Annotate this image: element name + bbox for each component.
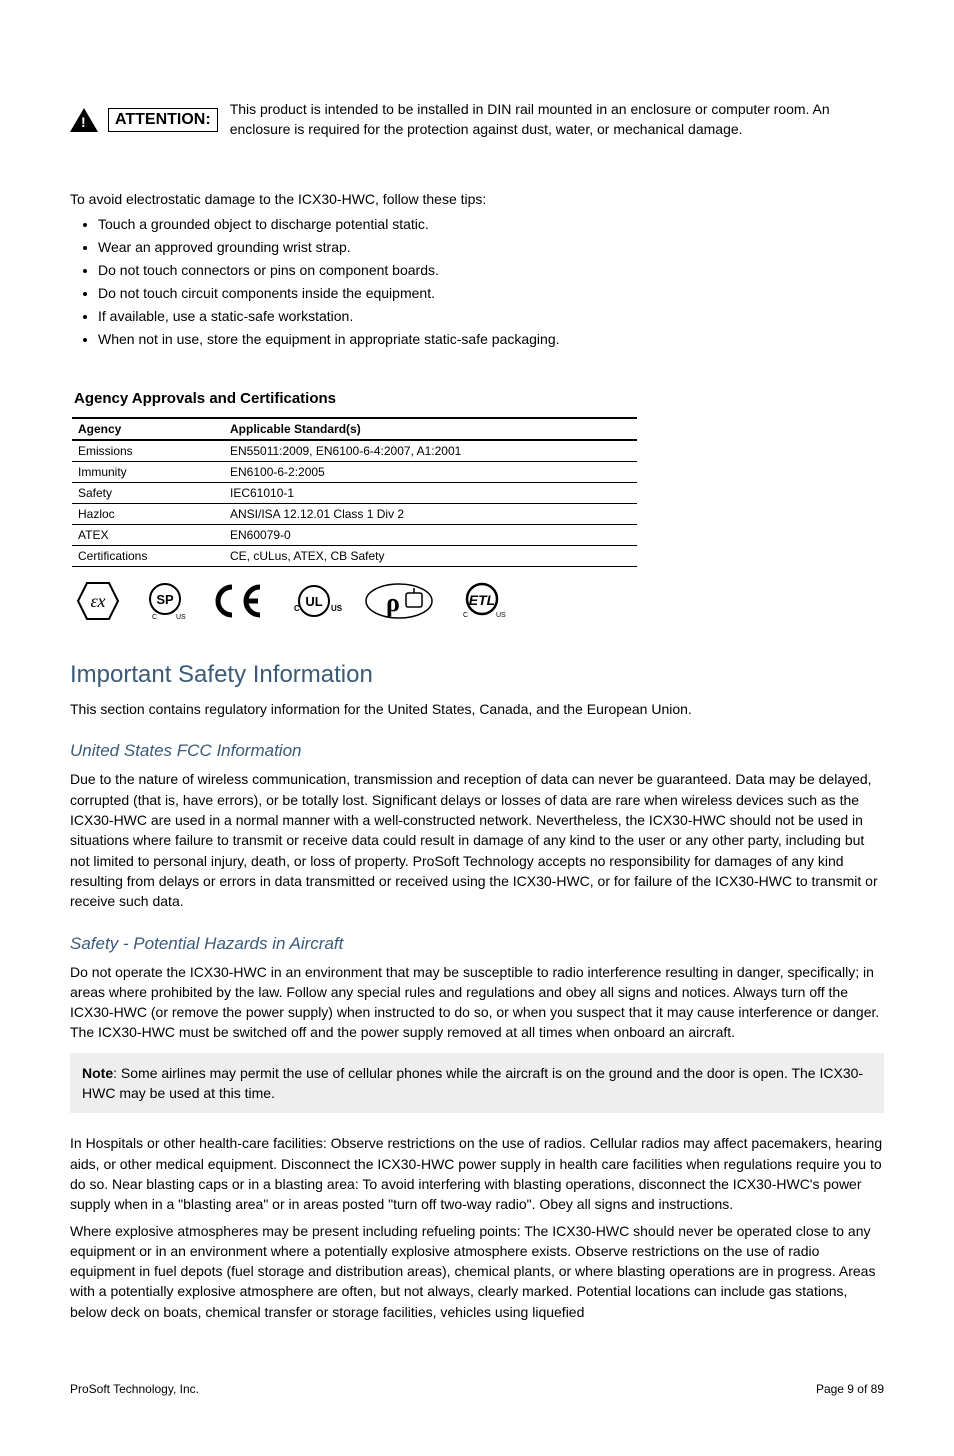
safety-intro: This section contains regulatory informa… <box>70 699 884 719</box>
svg-text:US: US <box>496 612 506 619</box>
table-row: EmissionsEN55011:2009, EN6100-6-4:2007, … <box>72 440 637 462</box>
aircraft-heading: Safety - Potential Hazards in Aircraft <box>70 934 884 954</box>
ul-icon: UL C US <box>284 581 344 621</box>
fcc-para: Due to the nature of wireless communicat… <box>70 769 884 911</box>
attention-label: ATTENTION: <box>108 108 218 132</box>
list-item: Do not touch circuit components inside t… <box>98 283 884 304</box>
table-row: SafetyIEC61010-1 <box>72 483 637 504</box>
tips-list: Touch a grounded object to discharge pot… <box>70 214 884 350</box>
sp-icon: SP C US <box>140 581 190 621</box>
hospital-para-2: Where explosive atmospheres may be prese… <box>70 1221 884 1322</box>
safety-heading: Important Safety Information <box>70 661 884 689</box>
list-item: Wear an approved grounding wrist strap. <box>98 237 884 258</box>
table-row: ImmunityEN6100-6-2:2005 <box>72 462 637 483</box>
attention-block: ATTENTION: This product is intended to b… <box>70 100 884 139</box>
attention-text: This product is intended to be installed… <box>230 100 884 139</box>
svg-text:C: C <box>152 614 157 621</box>
list-item: Touch a grounded object to discharge pot… <box>98 214 884 235</box>
table-row: ATEXEN60079-0 <box>72 525 637 546</box>
warning-icon <box>70 108 98 132</box>
page-footer: ProSoft Technology, Inc. Page 9 of 89 <box>70 1382 884 1396</box>
certification-logos: εx SP C US UL C US ρ <box>76 581 884 621</box>
svg-text:ρ: ρ <box>386 588 400 617</box>
ce-icon <box>210 581 264 621</box>
aircraft-para: Do not operate the ICX30-HWC in an envir… <box>70 962 884 1043</box>
svg-text:C: C <box>294 604 300 613</box>
cert-section-title: Agency Approvals and Certifications <box>74 390 884 407</box>
svg-text:US: US <box>331 604 343 613</box>
table-row: CertificationsCE, cULus, ATEX, CB Safety <box>72 546 637 567</box>
svg-text:ETL: ETL <box>469 592 495 608</box>
list-item: Do not touch connectors or pins on compo… <box>98 260 884 281</box>
footer-right: Page 9 of 89 <box>816 1382 884 1396</box>
svg-text:SP: SP <box>156 592 174 607</box>
table-row: HazlocANSI/ISA 12.12.01 Class 1 Div 2 <box>72 504 637 525</box>
table-header: Applicable Standard(s) <box>224 418 637 440</box>
table-header: Agency <box>72 418 224 440</box>
ex-icon: εx <box>76 581 120 621</box>
svg-text:εx: εx <box>90 591 105 611</box>
note-box: Note: Some airlines may permit the use o… <box>70 1053 884 1114</box>
note-label: Note <box>82 1065 113 1081</box>
ptcrb-icon: ρ <box>364 581 434 621</box>
footer-left: ProSoft Technology, Inc. <box>70 1382 199 1396</box>
tips-block: To avoid electrostatic damage to the ICX… <box>70 189 884 350</box>
fcc-heading: United States FCC Information <box>70 741 884 761</box>
cert-table: Agency Applicable Standard(s) EmissionsE… <box>72 417 637 567</box>
list-item: If available, use a static-safe workstat… <box>98 306 884 327</box>
note-text: : Some airlines may permit the use of ce… <box>82 1065 863 1101</box>
svg-text:C: C <box>463 612 468 619</box>
etl-icon: ETL C US <box>454 581 510 621</box>
svg-text:UL: UL <box>305 594 322 609</box>
hospital-para-1: In Hospitals or other health-care facili… <box>70 1133 884 1214</box>
list-item: When not in use, store the equipment in … <box>98 329 884 350</box>
svg-text:US: US <box>176 614 186 621</box>
tips-intro: To avoid electrostatic damage to the ICX… <box>70 189 884 210</box>
